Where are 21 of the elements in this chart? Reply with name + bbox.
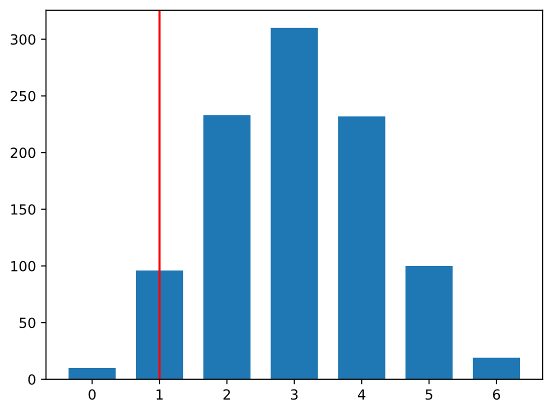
bar — [270, 28, 318, 380]
y-tick-label: 100 — [11, 260, 36, 272]
x-tick-label: 1 — [156, 389, 163, 400]
y-tick-label: 300 — [10, 34, 36, 45]
x-tick-label: 4 — [358, 389, 366, 400]
bar — [68, 368, 116, 380]
y-tick-label: 250 — [10, 90, 36, 102]
bar — [338, 116, 386, 380]
x-tick-label: 2 — [224, 389, 230, 400]
y-tick-label: 200 — [10, 148, 36, 158]
y-tick-label: 150 — [11, 204, 36, 215]
x-tick-label: 3 — [290, 389, 298, 400]
bar — [136, 270, 184, 380]
x-tick-label: 0 — [88, 389, 96, 400]
bar — [472, 358, 520, 380]
bar — [203, 115, 250, 380]
x-tick-label: 6 — [493, 389, 500, 400]
x-tick-label: 5 — [426, 389, 432, 400]
y-tick-label: 50 — [20, 318, 36, 328]
bar — [405, 266, 453, 380]
y-tick-label: 0 — [28, 374, 36, 385]
